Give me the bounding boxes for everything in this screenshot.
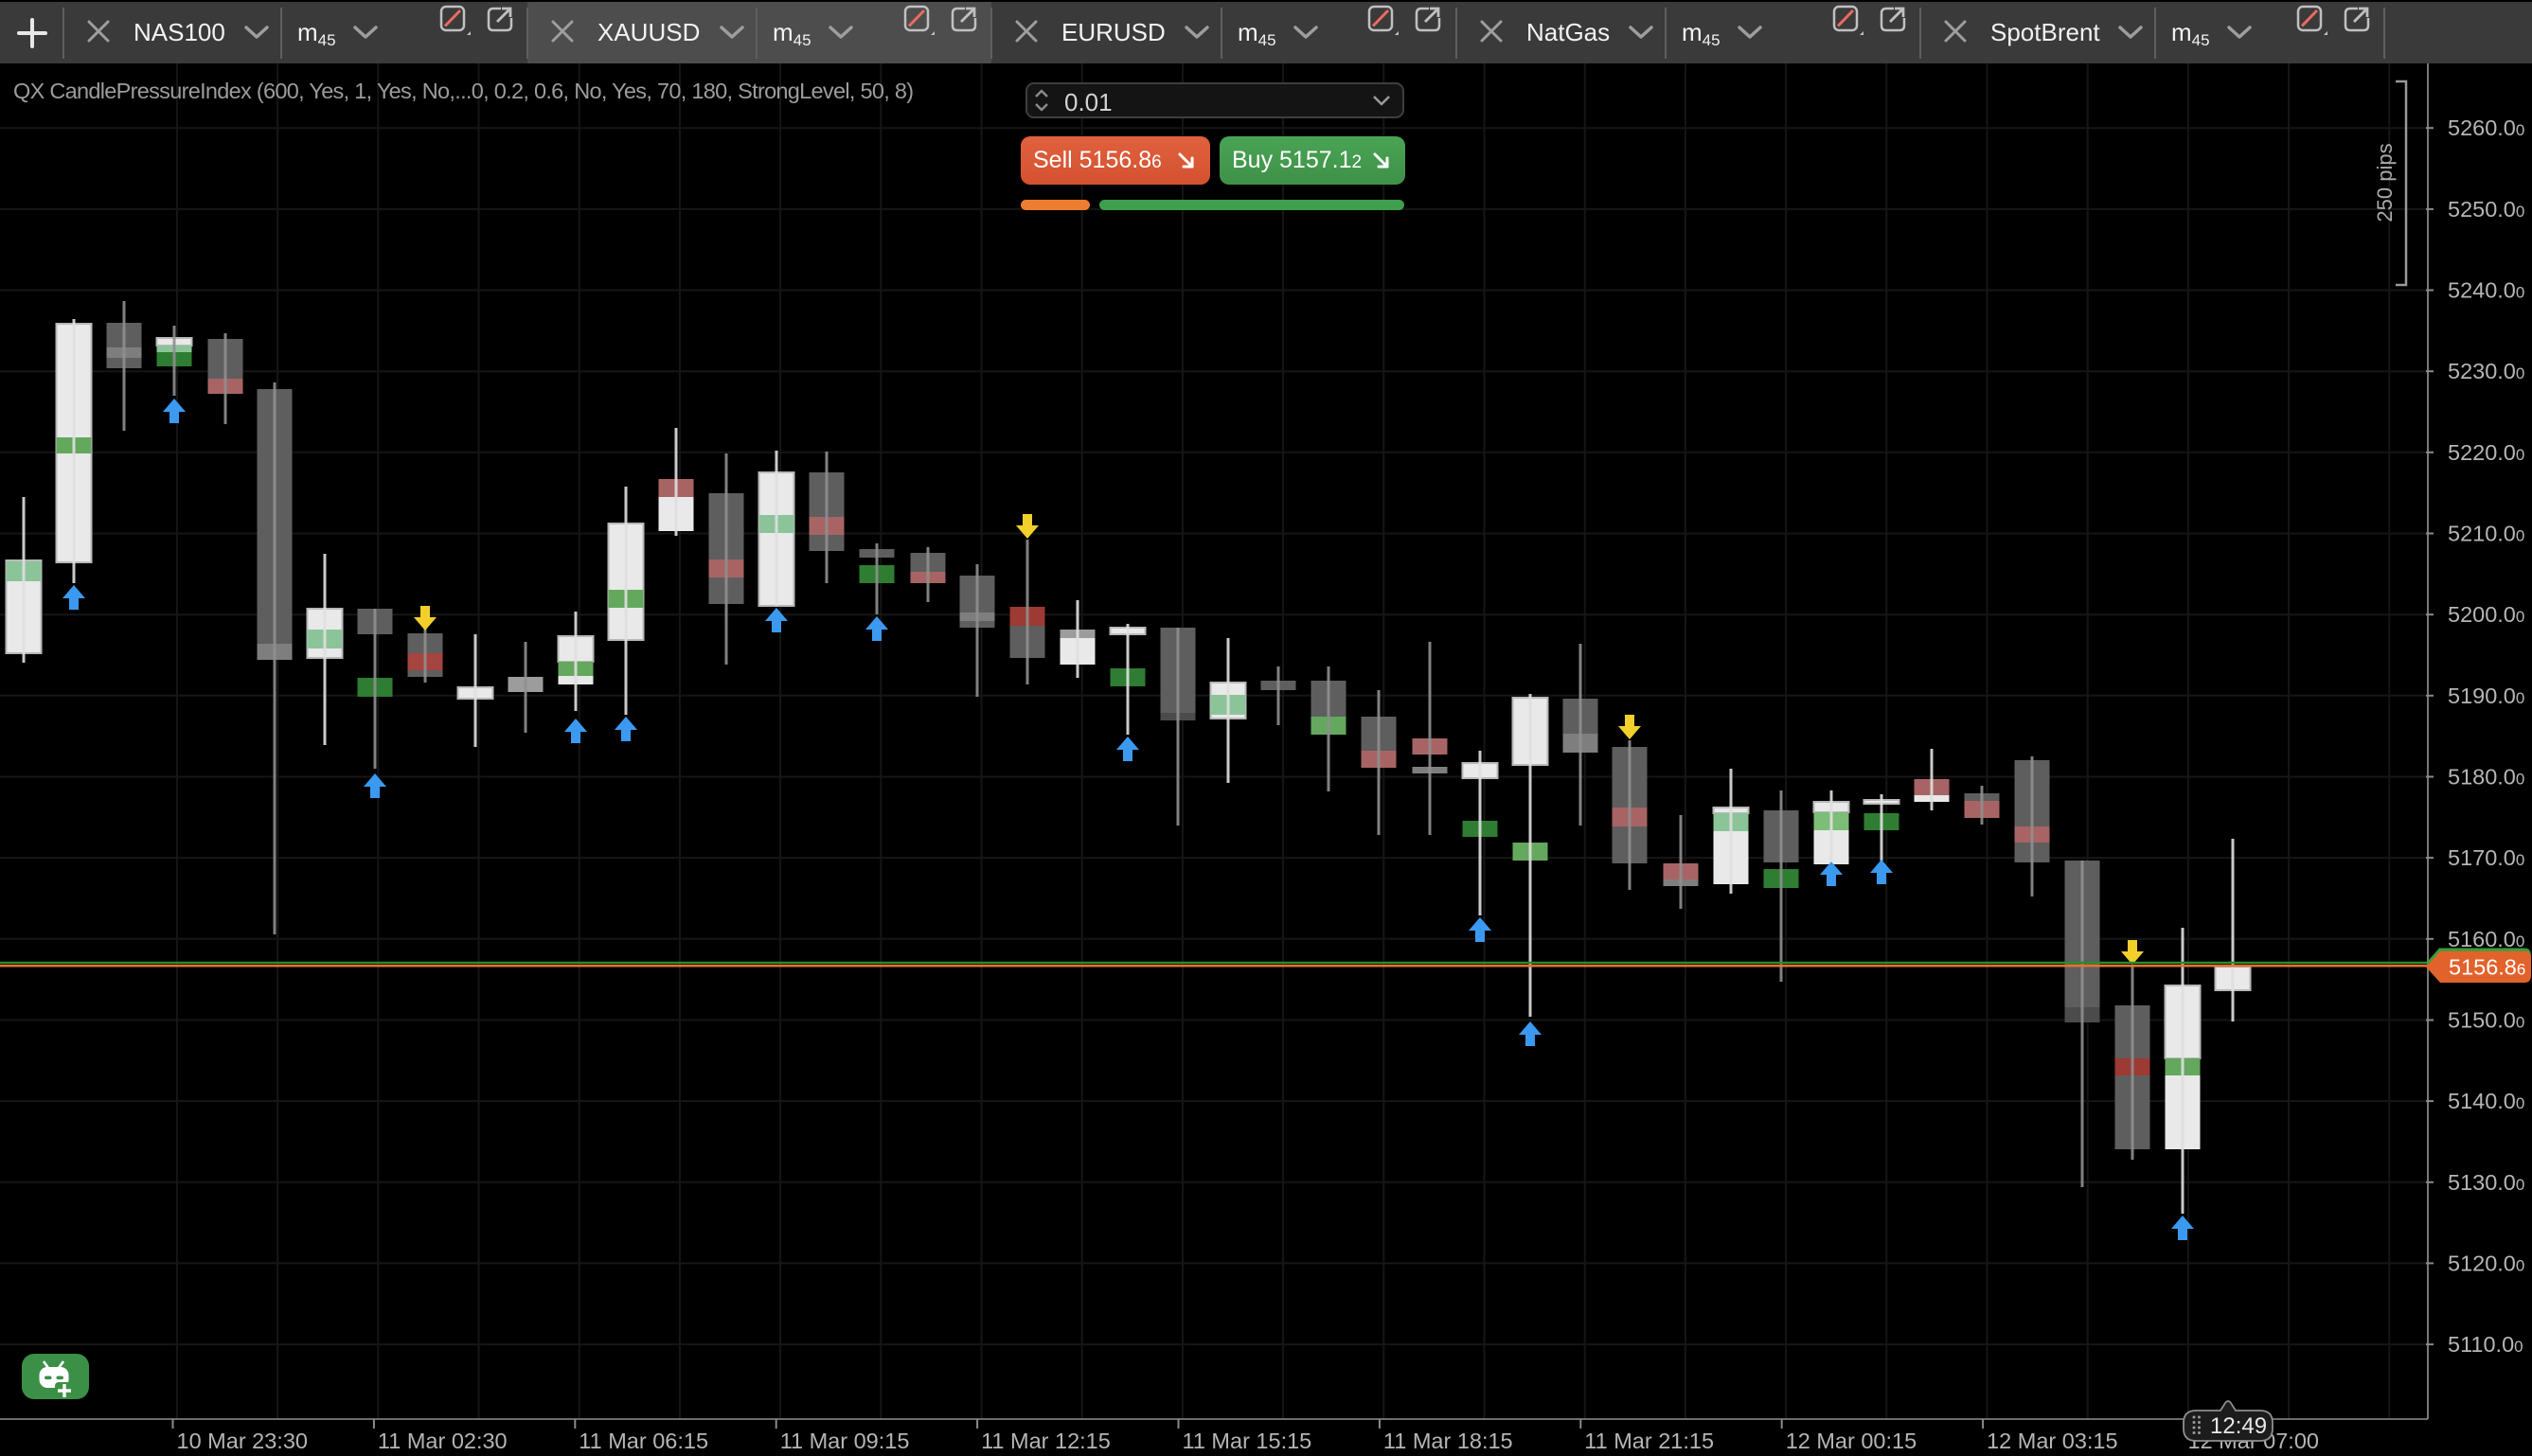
svg-text:11 Mar 06:15: 11 Mar 06:15 bbox=[579, 1429, 708, 1453]
svg-text:11 Mar 21:15: 11 Mar 21:15 bbox=[1584, 1429, 1714, 1453]
svg-text:5150.00: 5150.00 bbox=[2448, 1008, 2524, 1033]
svg-text:5160.00: 5160.00 bbox=[2448, 927, 2524, 951]
svg-text:10 Mar 23:30: 10 Mar 23:30 bbox=[177, 1429, 308, 1453]
svg-text:5230.00: 5230.00 bbox=[2448, 359, 2524, 383]
svg-text:5240.00: 5240.00 bbox=[2448, 278, 2524, 303]
svg-text:5220.00: 5220.00 bbox=[2448, 440, 2524, 465]
svg-text:11 Mar 18:15: 11 Mar 18:15 bbox=[1383, 1429, 1513, 1453]
svg-text:11 Mar 15:15: 11 Mar 15:15 bbox=[1183, 1429, 1312, 1453]
svg-text:5140.00: 5140.00 bbox=[2448, 1089, 2524, 1113]
svg-text:250 pips: 250 pips bbox=[2373, 143, 2397, 222]
svg-text:5120.00: 5120.00 bbox=[2448, 1251, 2524, 1275]
svg-text:11 Mar 02:30: 11 Mar 02:30 bbox=[378, 1429, 508, 1453]
svg-text:5170.00: 5170.00 bbox=[2448, 845, 2524, 870]
svg-text:5156.86: 5156.86 bbox=[2449, 955, 2525, 980]
svg-text:11 Mar 12:15: 11 Mar 12:15 bbox=[981, 1429, 1111, 1453]
svg-text:5250.00: 5250.00 bbox=[2448, 197, 2524, 222]
svg-text:5130.00: 5130.00 bbox=[2448, 1170, 2524, 1195]
svg-text:5180.00: 5180.00 bbox=[2448, 765, 2524, 790]
svg-text:11 Mar 09:15: 11 Mar 09:15 bbox=[780, 1429, 910, 1453]
svg-text:5210.00: 5210.00 bbox=[2448, 522, 2524, 546]
svg-text:5200.00: 5200.00 bbox=[2448, 602, 2524, 627]
svg-text:5260.00: 5260.00 bbox=[2448, 115, 2524, 140]
svg-text:12 Mar 03:15: 12 Mar 03:15 bbox=[1987, 1429, 2117, 1453]
svg-text:5190.00: 5190.00 bbox=[2448, 684, 2524, 708]
svg-text:12:49: 12:49 bbox=[2210, 1413, 2267, 1439]
svg-text:12 Mar 00:15: 12 Mar 00:15 bbox=[1786, 1429, 1917, 1453]
svg-text:5110.00: 5110.00 bbox=[2448, 1332, 2523, 1357]
